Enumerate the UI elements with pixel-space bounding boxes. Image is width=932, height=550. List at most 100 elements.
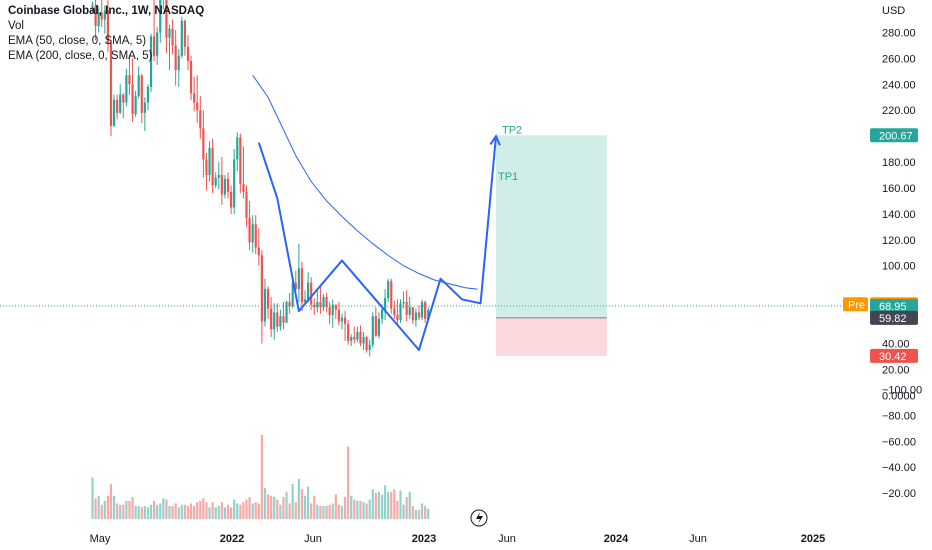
- candle-body: [208, 147, 211, 176]
- candle: [116, 94, 119, 120]
- indicator-lines: TP2 TP1: [252, 74, 522, 527]
- candle-body: [189, 60, 193, 94]
- candle-body: [384, 298, 387, 310]
- volume-bar: [414, 509, 417, 519]
- candle: [248, 200, 251, 251]
- candle: [236, 132, 239, 172]
- candle: [189, 55, 193, 100]
- candle-body: [266, 289, 270, 309]
- candle-body: [103, 10, 106, 20]
- price-badge: 68.95: [870, 298, 918, 313]
- ema-line: [252, 74, 478, 290]
- candle: [328, 302, 331, 325]
- volume-bar: [97, 495, 100, 519]
- volume-bar: [337, 504, 340, 519]
- candle: [183, 19, 186, 56]
- candle-body: [294, 282, 297, 290]
- price-badge-label: 59.82: [879, 313, 907, 325]
- pattern-path: [257, 136, 497, 351]
- volume-bar: [122, 504, 125, 519]
- volume-bar: [294, 502, 297, 519]
- price-badge-box: [870, 310, 918, 325]
- candle-body: [374, 316, 377, 336]
- time-axis[interactable]: May 2022 Jun 2023 Jun 2024 Jun 2025: [90, 533, 826, 545]
- volume-bar: [165, 499, 168, 519]
- y-tick-label: 260.00: [882, 53, 916, 65]
- price-candles: [91, 0, 430, 357]
- candle-body: [393, 308, 396, 315]
- volume-bar: [263, 487, 267, 519]
- candle: [140, 73, 143, 124]
- volume-bar: [380, 494, 384, 519]
- candle-body: [300, 268, 304, 303]
- candle-body: [408, 307, 411, 315]
- volume-bar: [226, 504, 230, 519]
- volume-bar: [208, 507, 211, 519]
- pattern-arrowhead: [489, 134, 501, 146]
- volume-bar: [217, 506, 220, 519]
- volume-bar: [427, 508, 430, 519]
- candle-body: [254, 224, 257, 248]
- candle-body: [119, 94, 122, 113]
- candle: [374, 307, 377, 338]
- candle: [149, 33, 153, 93]
- candle: [343, 311, 347, 341]
- candle-body: [106, 10, 109, 43]
- price-axis[interactable]: USD280.00260.00240.00220.00200.00180.001…: [882, 5, 922, 500]
- candle: [94, 0, 97, 41]
- x-tick-label: 2023: [412, 533, 436, 545]
- candle: [319, 286, 322, 314]
- candle: [331, 299, 334, 328]
- x-tick-label: Jun: [689, 533, 707, 545]
- candle: [414, 308, 417, 327]
- volume-bar: [420, 503, 424, 519]
- candle-body: [239, 137, 242, 185]
- target-zone: [495, 135, 607, 318]
- candle: [282, 302, 285, 330]
- stop-zone: [495, 317, 607, 356]
- candle: [294, 270, 297, 293]
- volume-bar: [273, 497, 276, 519]
- candle-body: [199, 110, 202, 129]
- candle: [180, 16, 183, 59]
- volume-bar: [236, 503, 239, 519]
- candle-body: [223, 178, 227, 195]
- candle-body: [214, 177, 217, 186]
- candle-body: [288, 302, 291, 306]
- price-badge-label: 30.42: [879, 351, 907, 363]
- volume-bar: [331, 503, 334, 519]
- candle-body: [353, 337, 356, 340]
- candle-body: [380, 309, 384, 319]
- candle: [254, 215, 257, 255]
- candle-body: [236, 137, 239, 160]
- volume-bar: [251, 503, 254, 519]
- volume-bar: [399, 490, 402, 519]
- candle-body: [248, 217, 251, 243]
- candle-body: [217, 175, 220, 178]
- candle-body: [146, 86, 150, 103]
- volume-bar: [116, 503, 119, 519]
- candle-body: [359, 331, 362, 344]
- candle-body: [116, 99, 119, 113]
- y-tick-label: 40.00: [882, 339, 910, 351]
- volume-bar: [168, 506, 171, 519]
- candle: [168, 24, 171, 71]
- candle: [285, 300, 288, 323]
- candle: [208, 141, 211, 182]
- candle-body: [257, 247, 260, 256]
- candle: [109, 40, 113, 137]
- volume-bar: [288, 503, 291, 519]
- candle-body: [230, 191, 233, 208]
- volume-bar: [153, 500, 156, 519]
- candle-body: [159, 0, 162, 33]
- x-tick-label: Jun: [304, 533, 322, 545]
- candle-body: [177, 55, 180, 71]
- volume-bar: [162, 498, 165, 519]
- volume-bar: [328, 504, 331, 519]
- candle-body: [402, 302, 405, 304]
- volume-bar: [196, 502, 199, 519]
- candle: [239, 133, 242, 194]
- candle-body: [307, 282, 310, 300]
